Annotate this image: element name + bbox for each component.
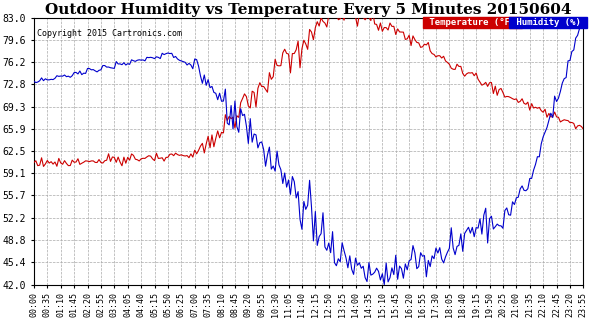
Text: Humidity (%): Humidity (%) bbox=[511, 18, 586, 27]
Title: Outdoor Humidity vs Temperature Every 5 Minutes 20150604: Outdoor Humidity vs Temperature Every 5 … bbox=[46, 3, 572, 17]
Text: Copyright 2015 Cartronics.com: Copyright 2015 Cartronics.com bbox=[37, 28, 182, 38]
Text: Temperature (°F): Temperature (°F) bbox=[424, 18, 521, 27]
